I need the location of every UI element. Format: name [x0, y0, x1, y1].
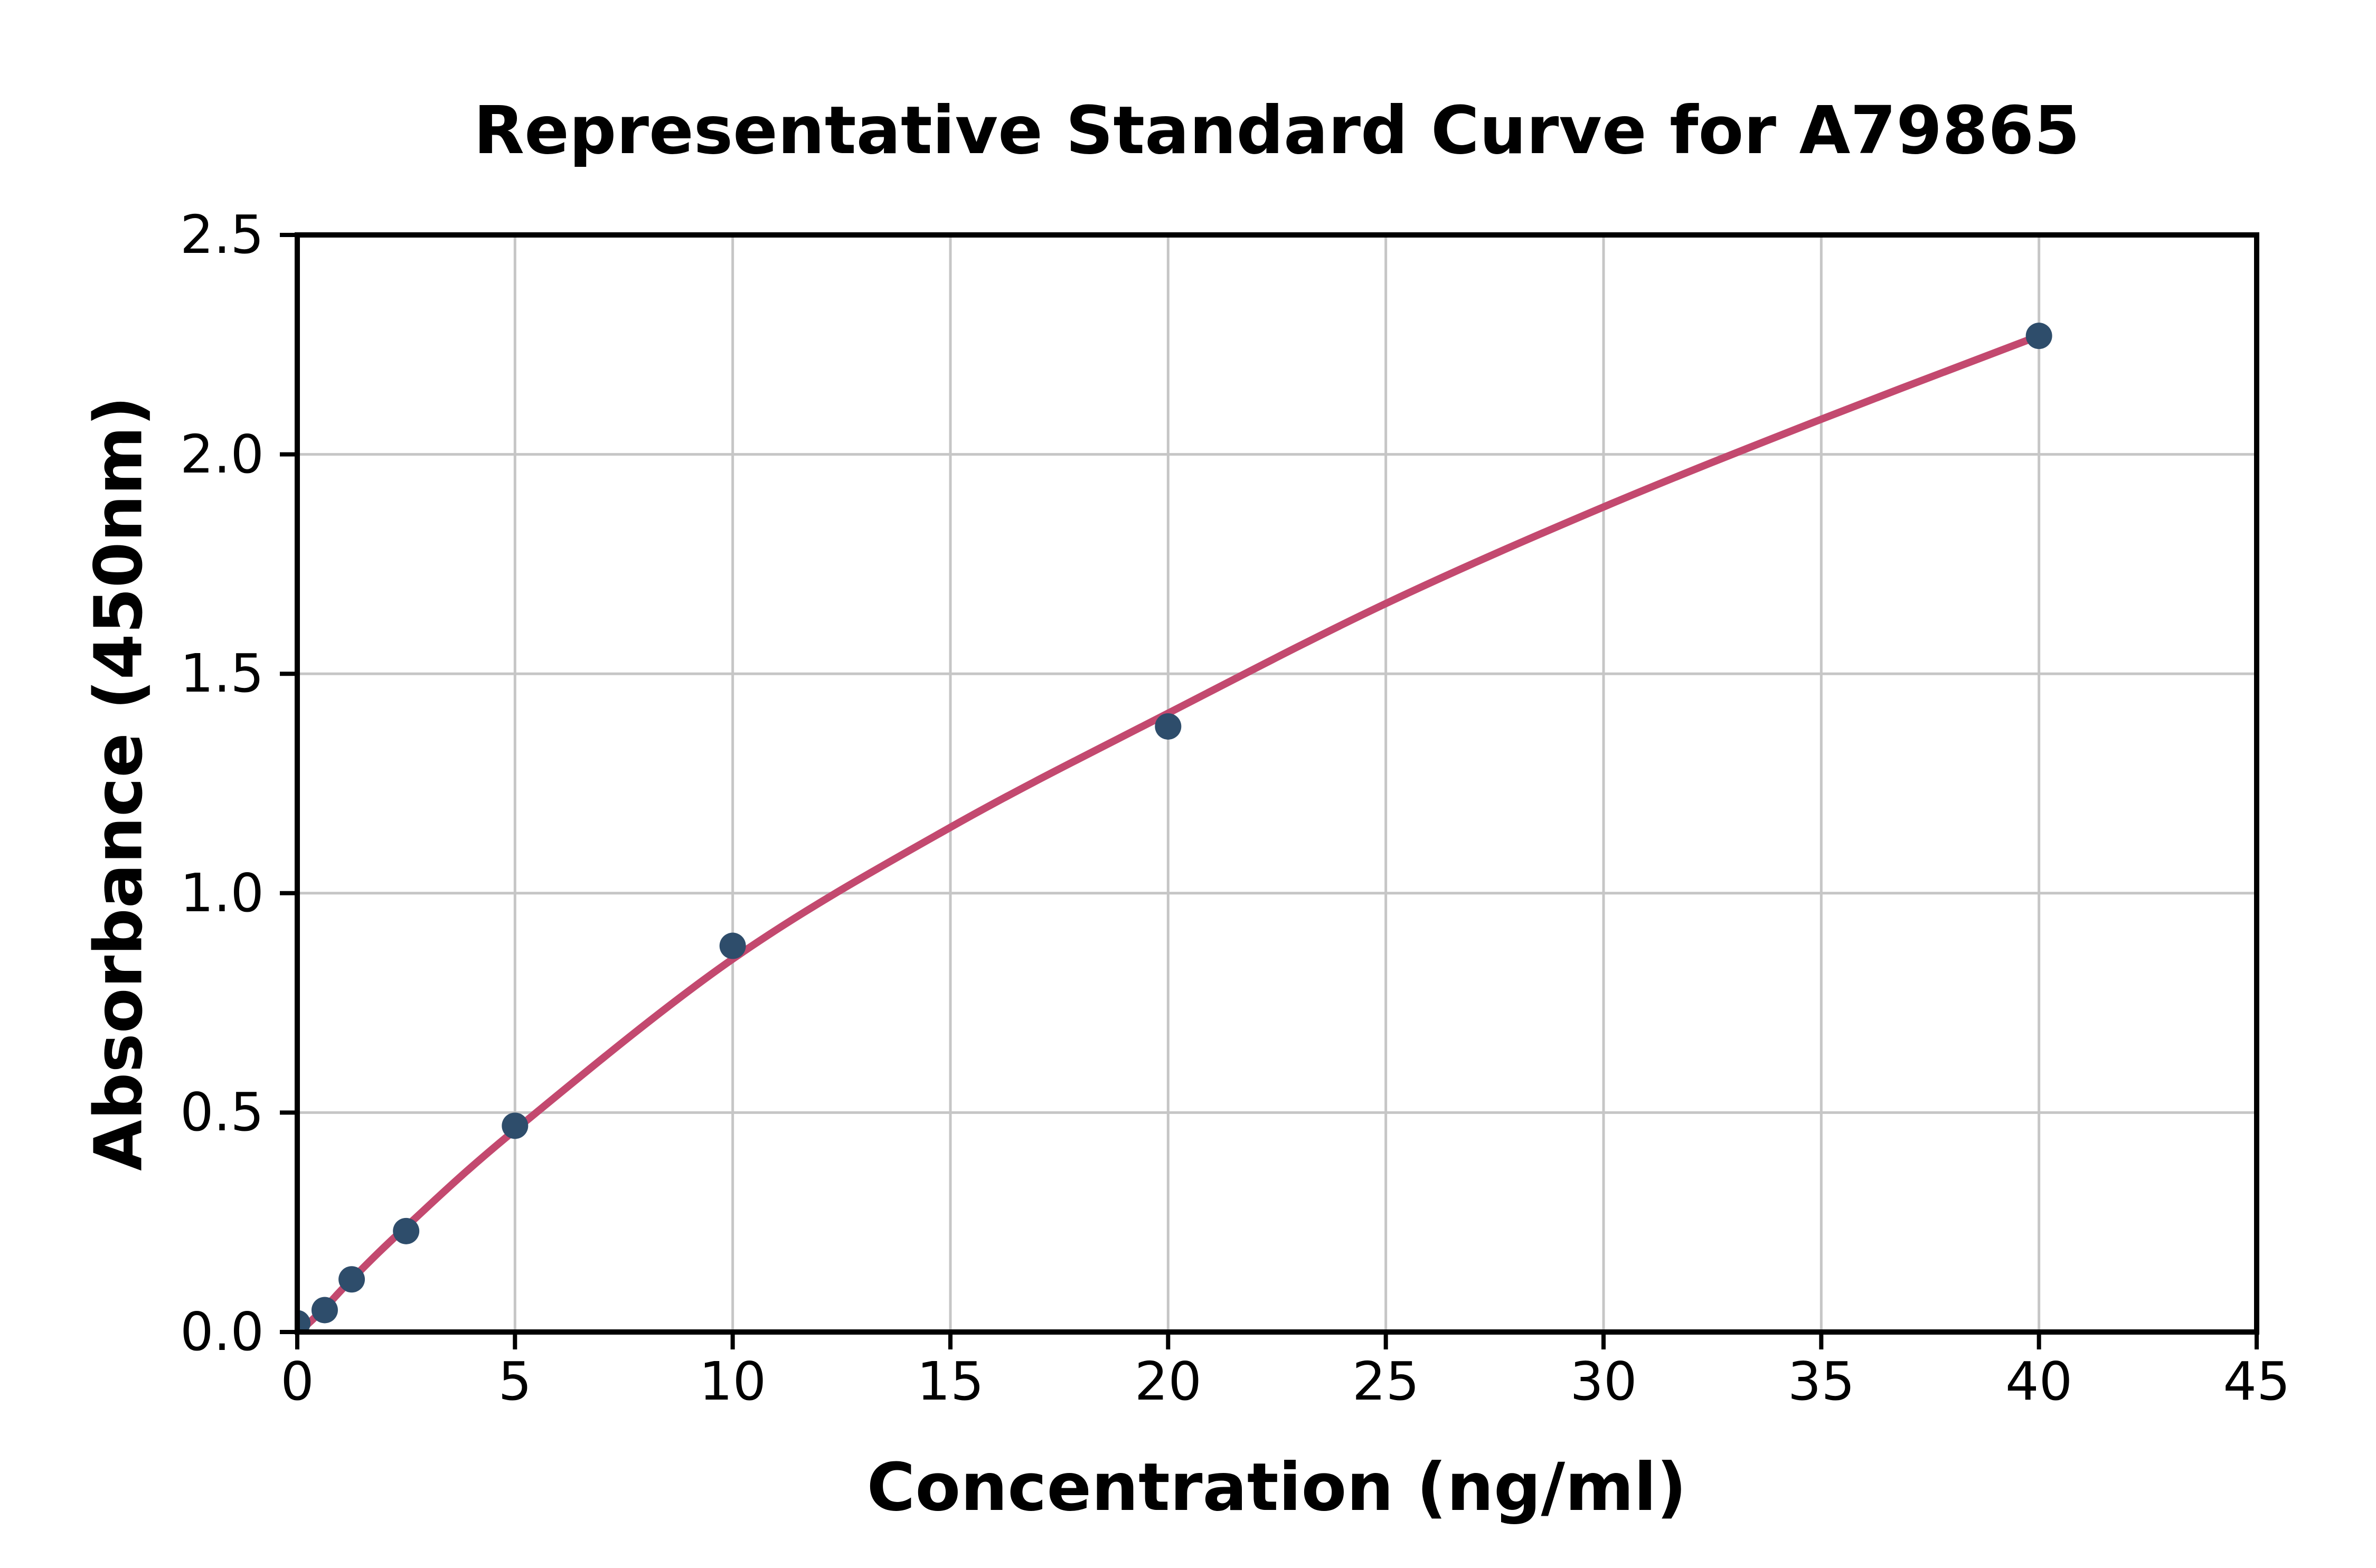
- y-tick-label: 1.5: [180, 643, 264, 705]
- chart-title: Representative Standard Curve for A79865: [473, 92, 2080, 169]
- y-tick-label: 0.5: [180, 1081, 264, 1144]
- tick-marks: [280, 233, 2259, 1349]
- data-point: [393, 1217, 420, 1244]
- standard-curve-line: [298, 332, 2043, 1332]
- y-tick-label: 0.0: [180, 1301, 264, 1363]
- axes-frame: [295, 232, 2259, 1335]
- x-axis-label: Concentration (ng/ml): [866, 1449, 1687, 1526]
- y-tick-label: 1.0: [180, 862, 264, 924]
- x-tick-label: 30: [1570, 1350, 1637, 1412]
- y-tick-label: 2.0: [180, 423, 264, 485]
- data-point: [502, 1112, 529, 1139]
- x-tick-label: 15: [917, 1350, 984, 1412]
- data-point: [338, 1266, 365, 1293]
- data-point: [719, 932, 746, 959]
- x-tick-label: 35: [1787, 1350, 1855, 1412]
- x-tick-label: 45: [2223, 1350, 2290, 1412]
- x-tick-label: 10: [699, 1350, 767, 1412]
- gridlines: [297, 235, 2257, 1332]
- y-tick-label: 2.5: [180, 204, 264, 266]
- data-points: [297, 323, 2052, 1332]
- x-tick-label: 5: [498, 1350, 532, 1412]
- data-point: [1155, 713, 1182, 740]
- x-tick-label: 0: [280, 1350, 314, 1412]
- x-tick-label: 25: [1352, 1350, 1420, 1412]
- data-point: [297, 1310, 310, 1332]
- data-point: [2025, 323, 2052, 350]
- x-tick-label: 20: [1134, 1350, 1202, 1412]
- x-tick-label: 40: [2005, 1350, 2073, 1412]
- data-point: [311, 1297, 338, 1324]
